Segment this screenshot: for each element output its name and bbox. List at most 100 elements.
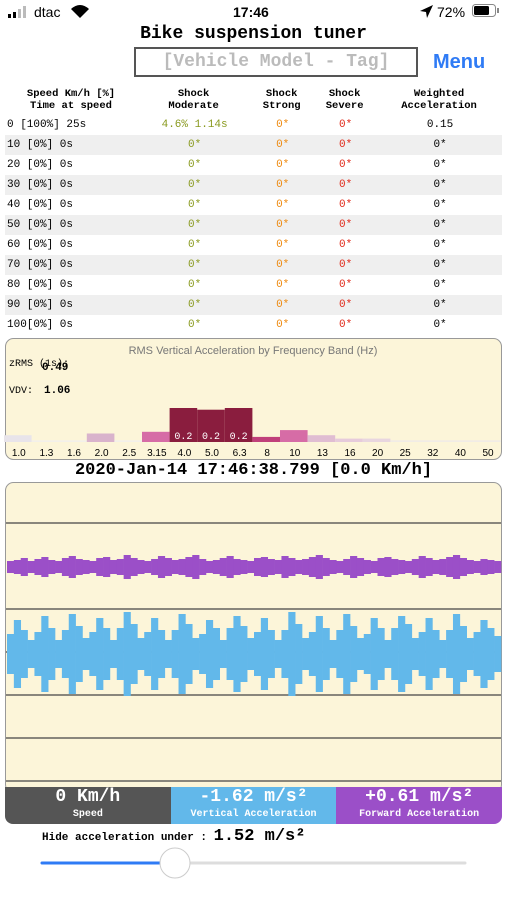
wave-segment bbox=[281, 630, 289, 678]
header-text: Severe bbox=[325, 100, 364, 112]
wave-segment bbox=[116, 559, 124, 575]
wave-segment bbox=[68, 614, 76, 694]
wave-segment bbox=[240, 626, 248, 682]
wave-segment bbox=[48, 560, 56, 574]
wave-segment bbox=[48, 628, 56, 680]
wave-segment bbox=[336, 630, 344, 678]
threshold-slider[interactable] bbox=[0, 845, 507, 881]
band-label: 2.5 bbox=[122, 448, 136, 459]
table-cell: 0* bbox=[250, 175, 314, 195]
wave-segment bbox=[411, 638, 419, 670]
threshold-value: 1.52 m/s² bbox=[213, 827, 306, 846]
wave-segment bbox=[233, 616, 241, 692]
wave-segment bbox=[411, 559, 419, 575]
stat-label: zRMS (1s): bbox=[9, 358, 69, 370]
wave-segment bbox=[494, 636, 502, 672]
model-input[interactable]: [Vehicle Model - Tag] bbox=[134, 47, 418, 77]
wave-segment bbox=[480, 559, 488, 575]
band-label: 2.0 bbox=[95, 448, 109, 459]
table-row: 90 [0%] 0s 0* 0* 0* 0* bbox=[5, 295, 502, 315]
bar-label: 0.2 bbox=[230, 432, 248, 443]
wave-segment bbox=[13, 560, 22, 574]
battery-icon bbox=[472, 4, 499, 17]
table-cell: 0* bbox=[276, 199, 290, 211]
wave-segment bbox=[157, 556, 166, 578]
table-cell: 0* bbox=[250, 135, 314, 155]
table-cell: 0* bbox=[250, 255, 314, 275]
wave-segment bbox=[254, 558, 262, 576]
wave-segment bbox=[308, 632, 317, 676]
wave-segment bbox=[75, 559, 83, 575]
table-cell: 0* bbox=[188, 239, 202, 251]
wave-segment bbox=[329, 560, 337, 574]
slider-knob[interactable] bbox=[159, 847, 191, 879]
wave-segment bbox=[199, 634, 207, 674]
table-cell: 0* bbox=[276, 159, 290, 171]
wave-segment bbox=[487, 560, 495, 574]
wave-segment bbox=[446, 630, 454, 678]
readout-value: 0 Km/h bbox=[55, 787, 121, 807]
table-cell: 0* bbox=[188, 159, 202, 171]
readout-label: Speed bbox=[72, 809, 103, 820]
wave-segment bbox=[55, 561, 63, 573]
table-cell: 0* bbox=[137, 215, 251, 235]
wave-segment bbox=[247, 638, 255, 670]
readout: +0.61 m/s² Forward Acceleration bbox=[336, 787, 502, 824]
band-bar bbox=[390, 440, 418, 442]
menu-button[interactable]: Menu bbox=[433, 51, 486, 73]
table-cell: 0* bbox=[250, 215, 314, 235]
wave-segment bbox=[151, 618, 159, 690]
header-text: Shock bbox=[177, 88, 210, 100]
wave-segment bbox=[137, 560, 145, 574]
table-cell: 0* bbox=[276, 279, 290, 291]
chart-title: RMS Vertical Acceleration by Frequency B… bbox=[129, 345, 378, 357]
wave-segment bbox=[439, 559, 447, 575]
wave-segment bbox=[164, 558, 172, 576]
wave-segment bbox=[425, 558, 433, 576]
band-label: 1.3 bbox=[39, 448, 53, 459]
table-cell: 0* bbox=[137, 255, 251, 275]
table-cell: 0* bbox=[376, 135, 502, 155]
wave-segment bbox=[452, 614, 461, 694]
band-bar bbox=[86, 433, 115, 442]
table-cell: 30 [0%] 0s bbox=[5, 175, 137, 195]
readout-bar: 0 Km/h Speed -1.62 m/s² Vertical Accelerati… bbox=[5, 787, 502, 824]
table-cell: 0* bbox=[250, 295, 314, 315]
table-cell: 0* bbox=[137, 135, 251, 155]
table-cell: 40 [0%] 0s bbox=[7, 199, 74, 211]
wave-segment bbox=[308, 557, 317, 577]
band-label: 8 bbox=[264, 448, 270, 459]
wave-segment bbox=[418, 632, 426, 676]
wave-segment bbox=[260, 618, 269, 690]
wave-segment bbox=[75, 626, 83, 682]
wave-segment bbox=[20, 558, 28, 576]
wave-segment bbox=[295, 560, 303, 574]
wave-segment bbox=[446, 557, 454, 577]
wave-segment bbox=[343, 614, 351, 694]
wave-segment bbox=[199, 559, 207, 575]
wave-segment bbox=[82, 638, 90, 670]
wave-segment bbox=[404, 561, 413, 573]
wave-segment bbox=[439, 640, 447, 668]
wave-segment bbox=[171, 630, 179, 678]
table-cell: 100[0%] 0s bbox=[7, 319, 74, 331]
table-cell: 0* bbox=[188, 279, 202, 291]
chart-frame bbox=[5, 338, 502, 460]
wave-segment bbox=[123, 612, 131, 696]
wave-segment bbox=[20, 630, 28, 678]
wave-segment bbox=[233, 559, 241, 575]
table-cell: 0* bbox=[433, 159, 447, 171]
band-label: 13 bbox=[317, 448, 329, 459]
wave-segment bbox=[384, 640, 392, 668]
header-text: Shock bbox=[265, 88, 298, 100]
band-bar bbox=[362, 438, 391, 442]
table-cell: 0 [100%] 25s bbox=[7, 119, 87, 131]
column-header: Weighted Acceleration bbox=[376, 85, 502, 115]
wave-segment bbox=[343, 559, 351, 575]
wave-segment bbox=[260, 557, 269, 577]
wave-segment bbox=[192, 638, 200, 670]
band-bar bbox=[31, 440, 60, 442]
header-text: Acceleration bbox=[401, 100, 477, 112]
table-cell: 0* bbox=[376, 295, 502, 315]
